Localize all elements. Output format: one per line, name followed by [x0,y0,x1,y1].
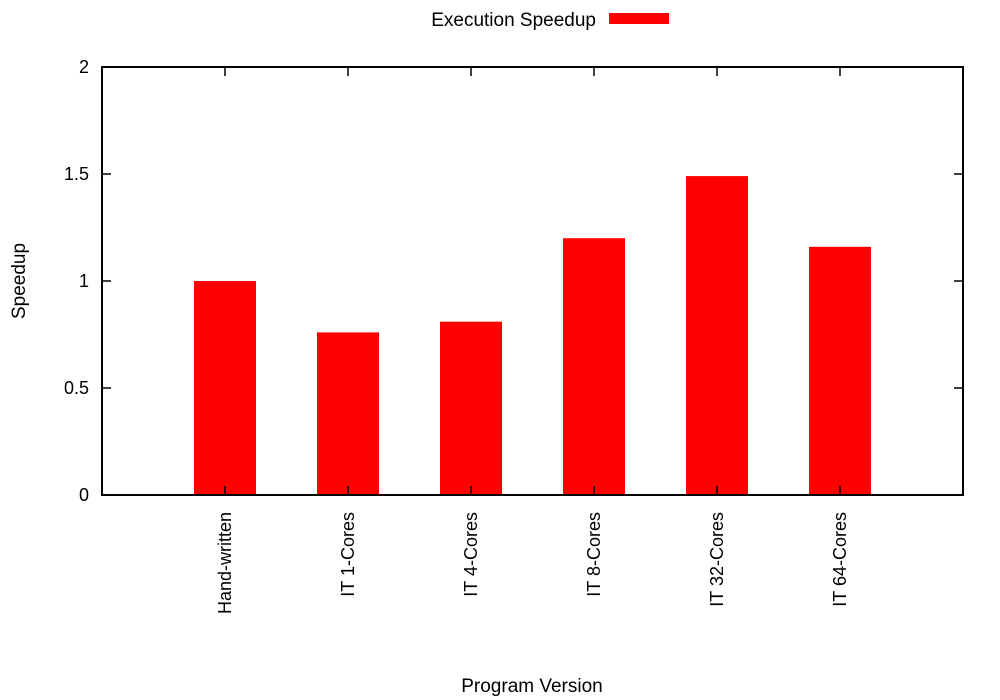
legend-label: Execution Speedup [431,10,596,31]
x-tick-label-1: IT 1-Cores [338,512,358,597]
legend-swatch [609,13,669,24]
x-tick-label-2: IT 4-Cores [461,512,481,597]
x-tick-label-4: IT 32-Cores [707,512,727,607]
y-tick-label-3: 1.5 [64,164,89,184]
y-tick-label-2: 1 [79,271,89,291]
bar-3 [563,238,625,495]
y-tick-label-4: 2 [79,57,89,77]
y-tick-labels: 0 0.5 1 1.5 2 [64,57,89,505]
y-tick-label-1: 0.5 [64,378,89,398]
bar-1 [317,332,379,495]
bar-5 [809,246,871,495]
y-axis-title: Speedup [9,243,30,319]
x-tick-labels: Hand-written IT 1-Cores IT 4-Cores IT 8-Cor… [215,512,850,614]
x-tick-label-0: Hand-written [215,512,235,614]
x-tick-label-5: IT 64-Cores [830,512,850,607]
legend: Execution Speedup [431,10,669,31]
bar-4 [686,176,748,495]
bar-0 [194,281,256,495]
bars [194,176,871,495]
x-axis-title: Program Version [461,676,603,697]
y-tick-label-0: 0 [79,485,89,505]
x-tick-label-3: IT 8-Cores [584,512,604,597]
bar-2 [440,321,502,495]
plot-frame [101,66,964,496]
